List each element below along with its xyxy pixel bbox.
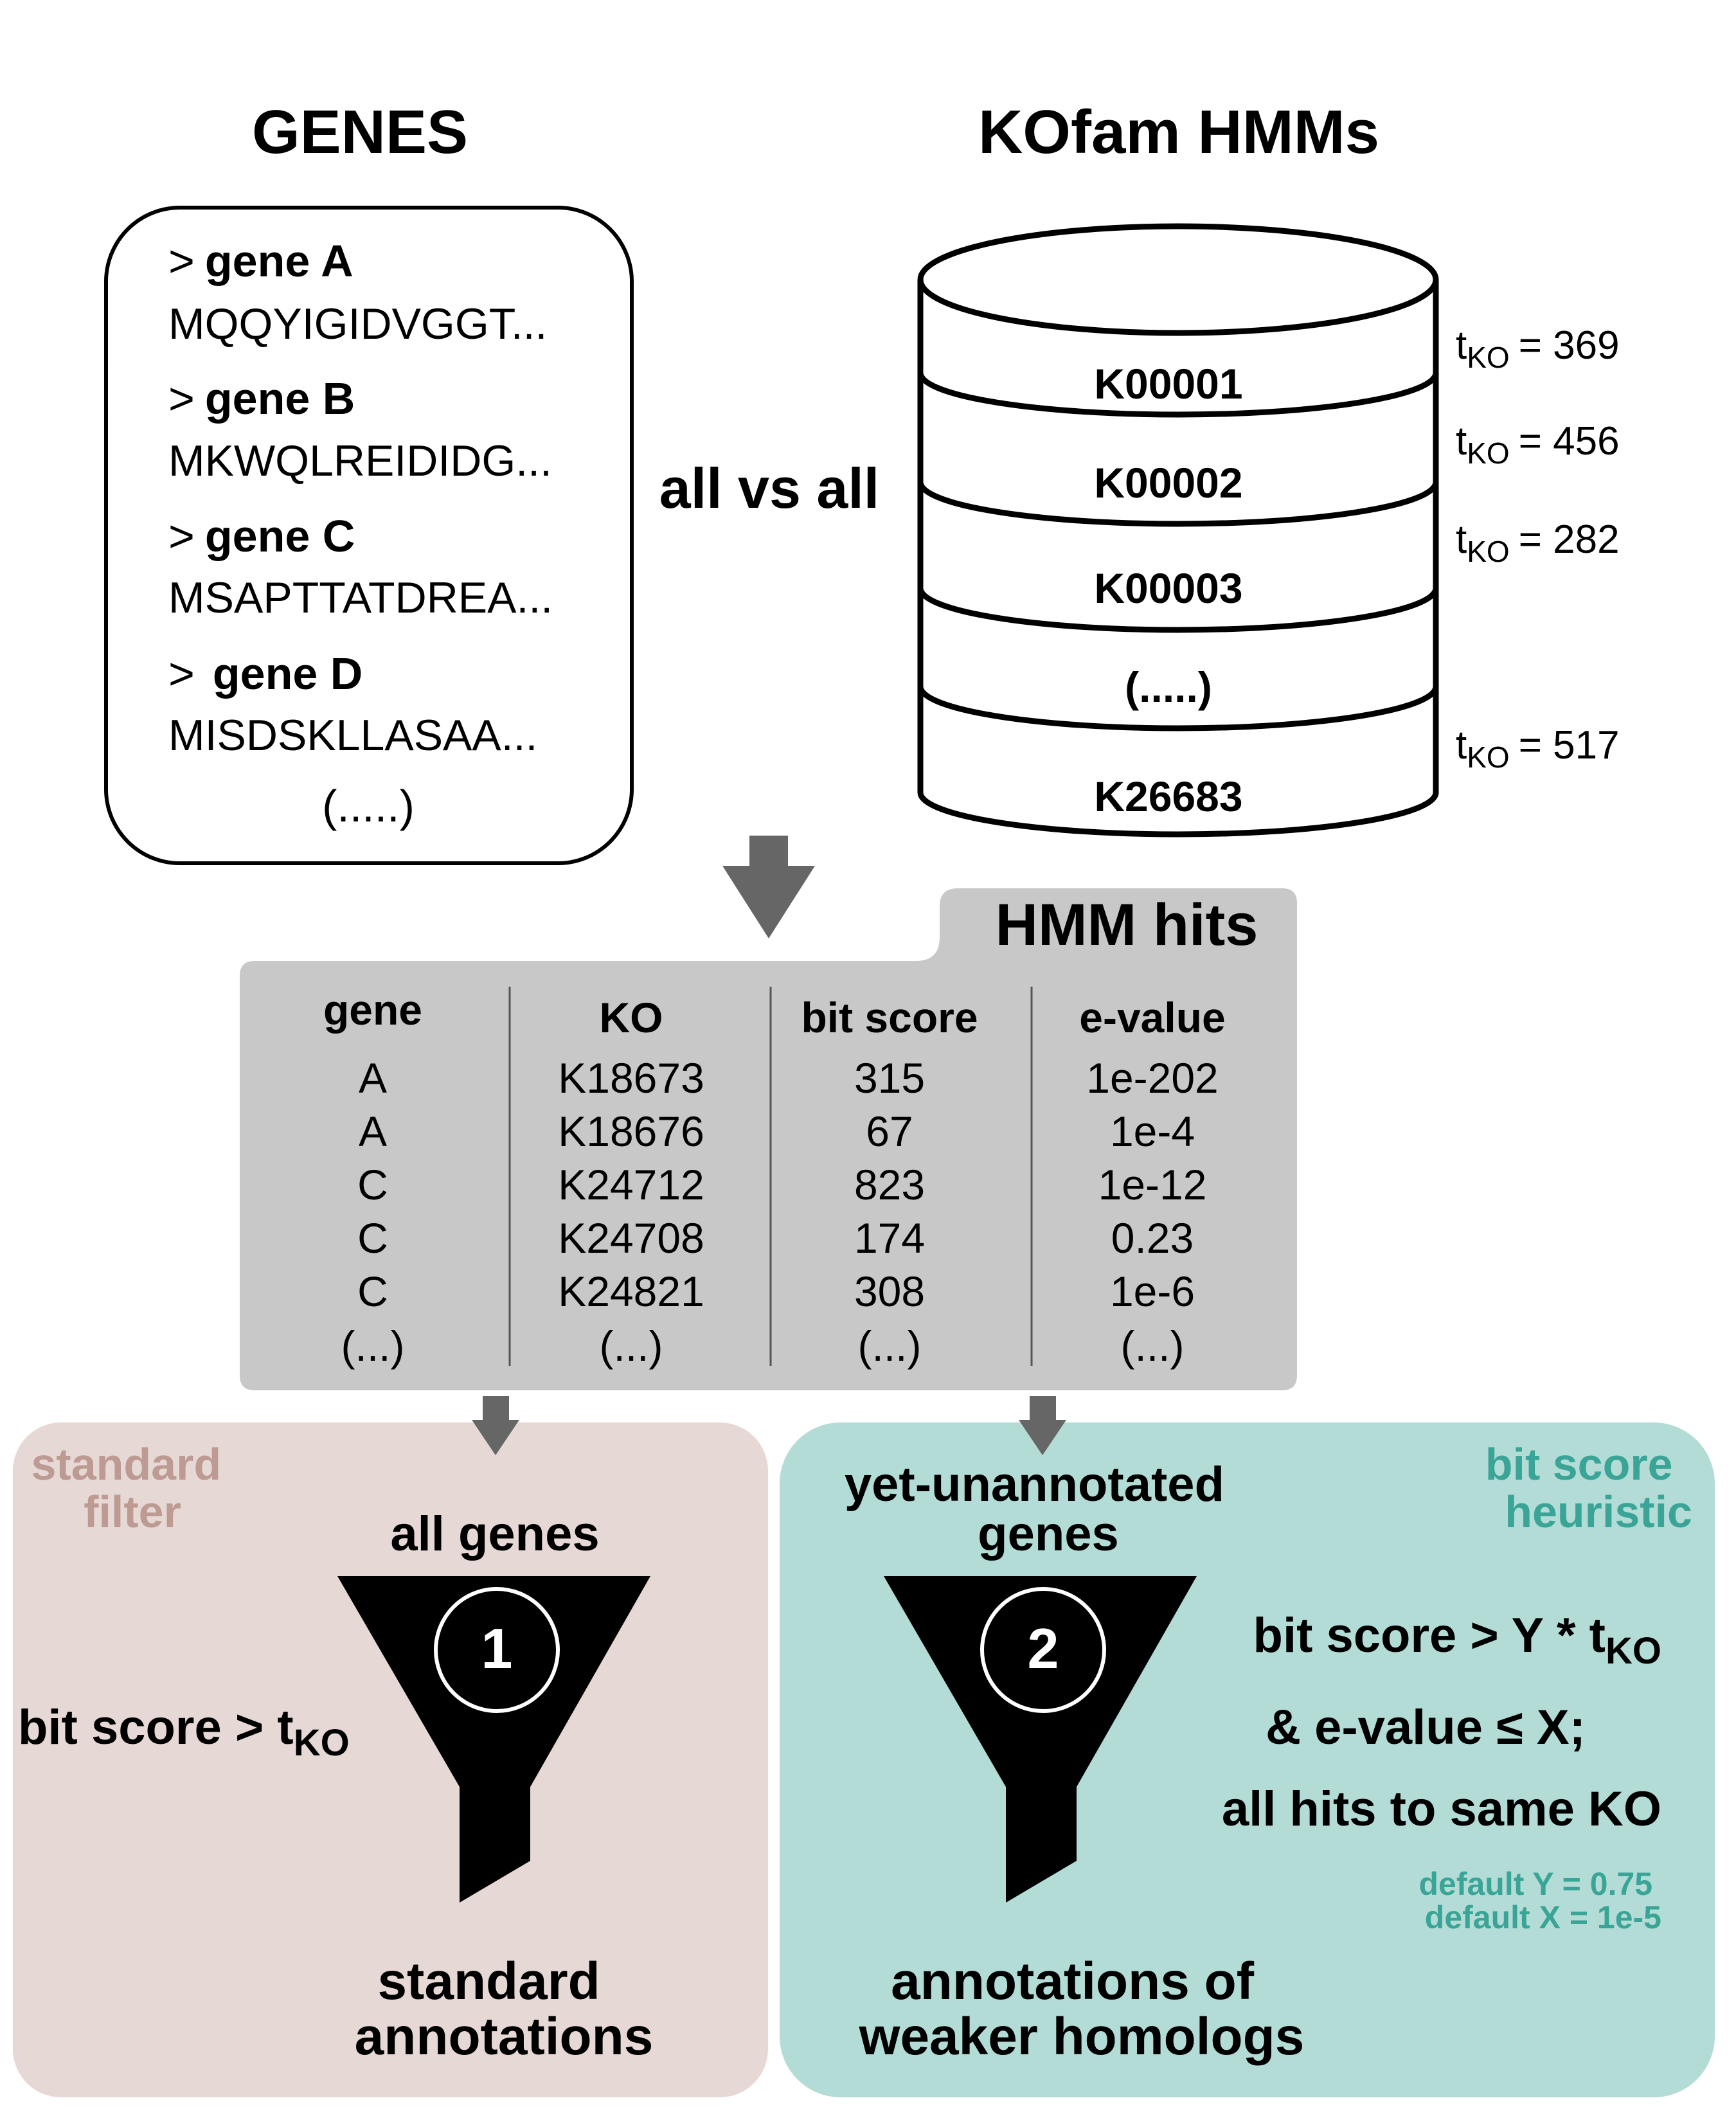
- svg-text:>gene D: > gene D: [168, 649, 362, 699]
- gene-name: gene A: [205, 236, 353, 286]
- funnel-icon: [884, 1576, 1197, 1903]
- svg-text:C: C: [357, 1161, 388, 1208]
- gene-sequence: MQQYIGIDVGGT...: [168, 300, 547, 348]
- svg-text:1e-4: 1e-4: [1110, 1107, 1195, 1155]
- svg-text:1e-12: 1e-12: [1098, 1161, 1207, 1208]
- fasta-marker: >: [168, 649, 195, 699]
- comparison-label: all vs all: [659, 456, 879, 520]
- svg-text:K18676: K18676: [558, 1107, 704, 1155]
- ko-threshold: tKO = 282: [1456, 517, 1620, 568]
- gene-sequence: MISDSKLLASAA...: [168, 711, 537, 760]
- column-divider: [508, 987, 1033, 1366]
- arrow-down-icon: [472, 1396, 519, 1455]
- table-row: A K18676 67 1e-4: [359, 1107, 1195, 1155]
- svg-text:K24821: K24821: [558, 1268, 704, 1315]
- genes-box: [104, 206, 634, 865]
- svg-text:A: A: [359, 1107, 387, 1155]
- svg-text:K24708: K24708: [558, 1214, 704, 1262]
- gene-entry: > gene C MSAPTTATDREA...: [168, 511, 553, 622]
- svg-text:(...): (...): [1121, 1322, 1185, 1370]
- table-row: (...) (...) (...) (...): [341, 1322, 1185, 1370]
- column-header: KO: [600, 994, 663, 1041]
- svg-text:>gene A: > gene A: [168, 236, 353, 286]
- standard-criterion: bit score > tKO: [18, 1700, 350, 1764]
- ko-layer-label: K00003: [1094, 564, 1242, 612]
- heuristic-input-label: yet-unannotated genes: [845, 1457, 1238, 1561]
- ko-layer-label: K26683: [1094, 773, 1242, 820]
- svg-text:315: 315: [854, 1054, 925, 1102]
- svg-text:C: C: [357, 1268, 388, 1315]
- ko-layer-label: K00001: [1094, 360, 1242, 408]
- step-badge: [980, 1587, 1106, 1713]
- heuristic-criterion-bitscore: bit score > Y * tKO: [1253, 1608, 1661, 1672]
- arrow-down-icon: [722, 836, 815, 938]
- svg-text:K18673: K18673: [558, 1054, 704, 1102]
- gene-entry: > gene B MKWQLREIDIDG...: [168, 373, 552, 485]
- kofam-title: KOfam HMMs: [978, 98, 1379, 166]
- step-badge: [434, 1587, 560, 1713]
- gene-name: gene C: [205, 511, 355, 561]
- svg-text:(...): (...): [341, 1322, 405, 1370]
- ko-threshold: tKO = 456: [1456, 419, 1620, 470]
- table-row: C K24821 308 1e-6: [357, 1268, 1195, 1315]
- heuristic-criterion-same-ko: all hits to same KO: [1222, 1782, 1661, 1836]
- kofam-database-cylinder: [917, 223, 1439, 838]
- ko-threshold: tKO = 369: [1456, 323, 1620, 374]
- heuristic-output-label: annotations of weaker homologs: [859, 1952, 1305, 2066]
- ko-threshold: tKO = 517: [1456, 723, 1620, 774]
- table-row: C K24708 174 0.23: [357, 1214, 1194, 1262]
- hits-table-box: [240, 888, 1297, 1390]
- svg-text:(...): (...): [600, 1322, 663, 1370]
- heuristic-defaults: default Y = 0.75 default X = 1e-5: [1418, 1866, 1661, 1935]
- svg-text:A: A: [359, 1054, 387, 1102]
- svg-text:67: 67: [866, 1107, 913, 1155]
- svg-text:308: 308: [854, 1268, 925, 1315]
- svg-text:0.23: 0.23: [1111, 1214, 1194, 1262]
- svg-text:>gene B: > gene B: [168, 373, 355, 424]
- arrow-down-icon: [1019, 1396, 1066, 1455]
- svg-text:C: C: [357, 1214, 388, 1262]
- hits-table-title: HMM hits: [996, 892, 1258, 958]
- standard-input-label: all genes: [390, 1507, 599, 1561]
- svg-text:(...): (...): [858, 1322, 922, 1370]
- column-header: e-value: [1079, 994, 1225, 1041]
- genes-ellipsis: (.....): [322, 781, 415, 831]
- funnel-icon: [337, 1576, 650, 1903]
- standard-output-label: standard annotations: [355, 1952, 654, 2066]
- fasta-marker: >: [168, 511, 195, 561]
- svg-text:823: 823: [854, 1161, 925, 1208]
- heuristic-tag: bit score heuristic: [1485, 1439, 1692, 1537]
- standard-filter-tag: standard filter: [31, 1439, 233, 1537]
- table-body: A K18673 315 1e-202 A K18676 67 1e-4 C K…: [341, 1054, 1219, 1370]
- heuristic-criterion-evalue: & e-value ≤ X;: [1266, 1700, 1586, 1755]
- gene-name: gene D: [213, 649, 362, 699]
- column-header: bit score: [801, 994, 978, 1041]
- svg-text:>gene C: > gene C: [168, 511, 355, 561]
- svg-text:174: 174: [854, 1214, 925, 1262]
- gene-sequence: MSAPTTATDREA...: [168, 573, 553, 622]
- gene-entry: > gene A MQQYIGIDVGGT...: [168, 236, 547, 348]
- table-row: C K24712 823 1e-12: [357, 1161, 1206, 1208]
- step-number: 1: [481, 1617, 513, 1680]
- ko-layer-label: K00002: [1094, 459, 1242, 507]
- fasta-marker: >: [168, 373, 195, 424]
- genes-title: GENES: [252, 98, 468, 166]
- table-header-row: gene KO bit score e-value: [323, 986, 1226, 1041]
- svg-text:1e-202: 1e-202: [1086, 1054, 1219, 1102]
- gene-sequence: MKWQLREIDIDG...: [168, 436, 552, 485]
- fasta-marker: >: [168, 236, 195, 286]
- ko-layer-label: (.....): [1125, 663, 1212, 711]
- table-row: A K18673 315 1e-202: [359, 1054, 1219, 1102]
- svg-text:K24712: K24712: [558, 1161, 704, 1208]
- gene-name: gene B: [205, 373, 355, 424]
- gene-entry: > gene D MISDSKLLASAA...: [168, 649, 537, 760]
- step-number: 2: [1028, 1617, 1059, 1680]
- svg-text:1e-6: 1e-6: [1110, 1268, 1195, 1315]
- column-header: gene: [323, 986, 422, 1034]
